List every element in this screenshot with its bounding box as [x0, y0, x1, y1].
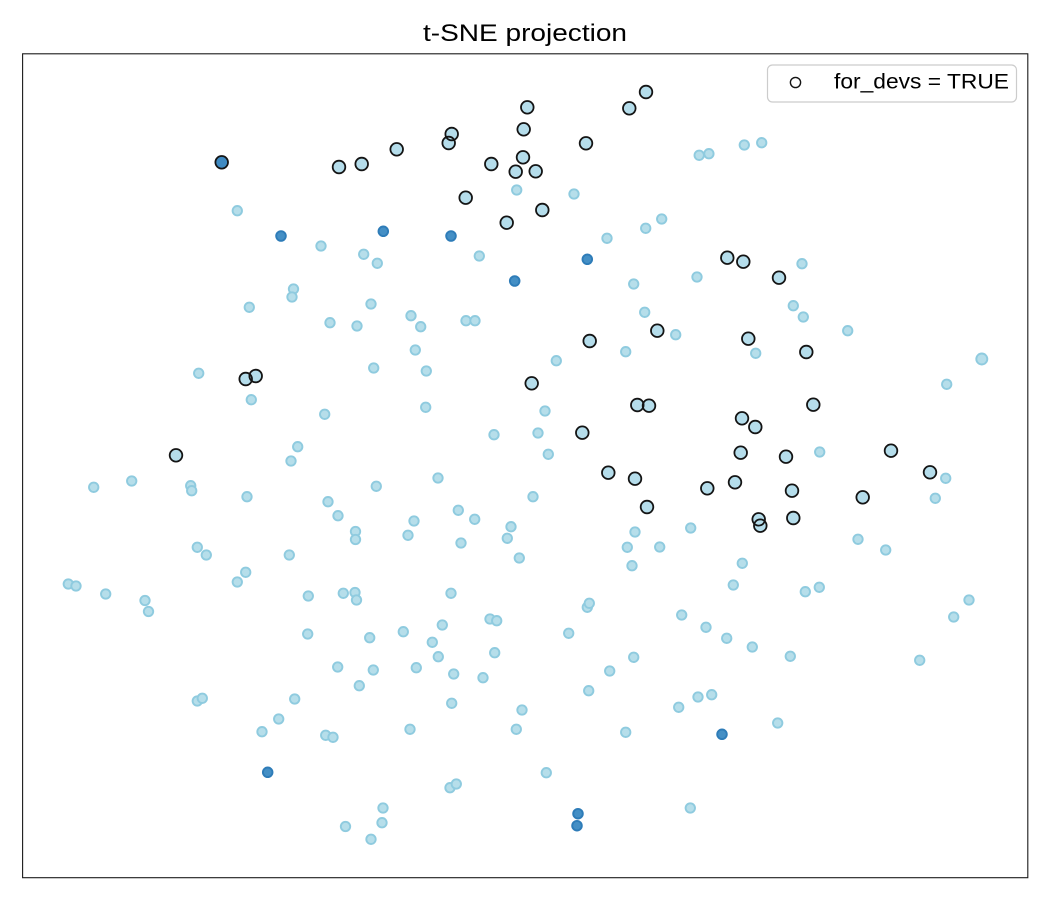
svg-text:for_devs = TRUE: for_devs = TRUE: [834, 70, 1009, 94]
svg-text:t-SNE projection: t-SNE projection: [423, 20, 627, 47]
